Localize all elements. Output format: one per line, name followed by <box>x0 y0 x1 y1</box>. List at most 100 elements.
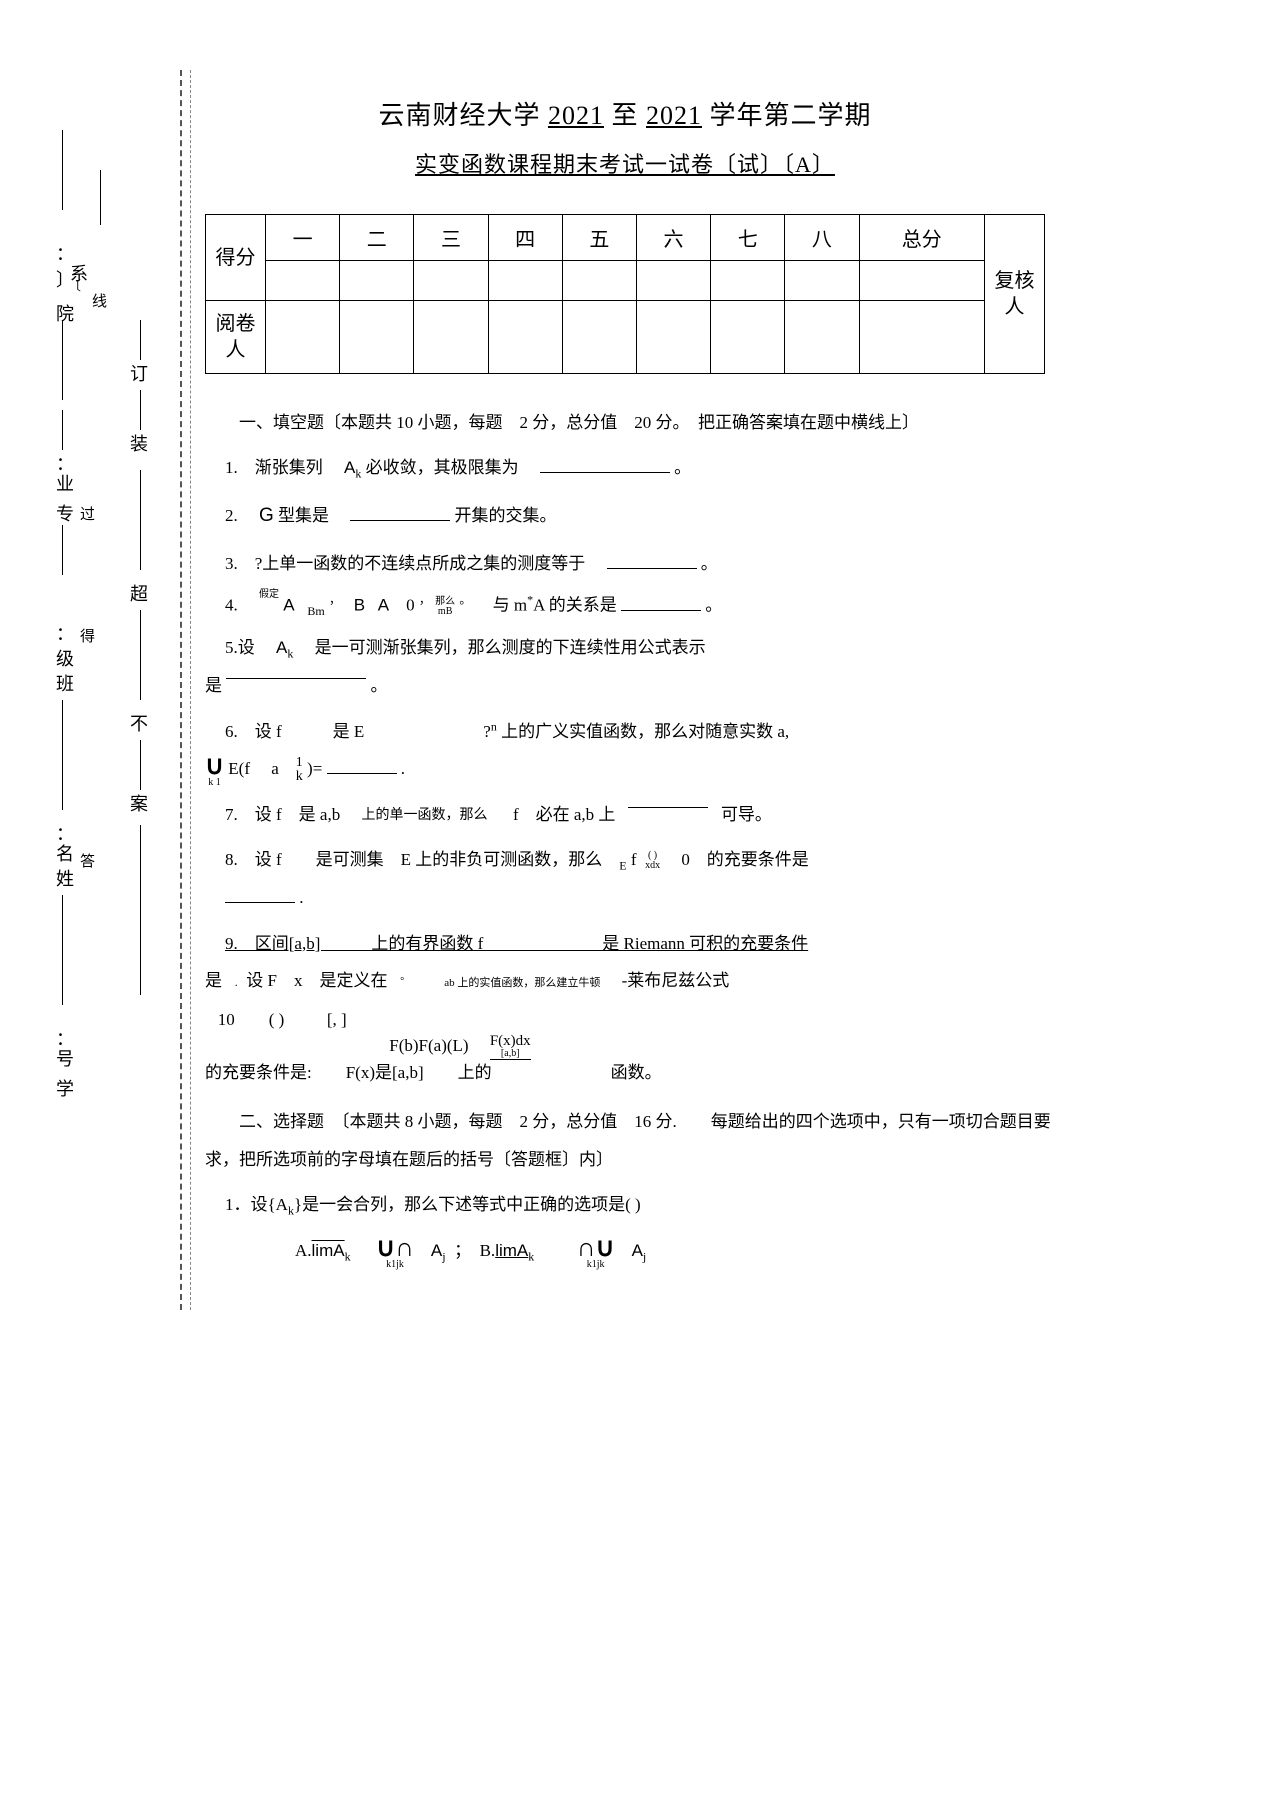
q1-text2: 必收敛，其极限集为 <box>366 458 536 477</box>
q9-dot2: 。 <box>400 971 410 982</box>
university: 云南财经大学 <box>378 101 540 130</box>
q4-A: A <box>283 596 294 615</box>
q6-1: 1 <box>296 756 303 770</box>
frac: 1 k <box>296 756 303 784</box>
q8-xdx: xdx <box>645 861 660 871</box>
table-row: 阅卷人 <box>206 301 1045 374</box>
vline <box>62 320 63 400</box>
side-label: 不 <box>130 710 148 736</box>
vline <box>62 700 63 810</box>
q10-text: 的充要条件是: F(x)是[a,b] 上的 函数。 <box>205 1063 662 1082</box>
vline <box>62 525 63 575</box>
blank <box>540 453 670 473</box>
intersect-union-icon: ∪∩ <box>376 1232 414 1262</box>
blank <box>628 788 708 808</box>
q4-Bm: Bm <box>307 604 324 618</box>
qB1-text: 1．设{A <box>225 1195 288 1214</box>
vline <box>140 610 141 700</box>
q6: 6. 设 f 是 E ?n 上的广义实值函数，那么对随意实数 a, ∪ k 1 … <box>205 713 1065 788</box>
q9-text3: -莱布尼兹公式 <box>622 971 730 990</box>
q1-text: 1. 渐张集列 <box>225 458 340 477</box>
col-head: 七 <box>711 215 785 261</box>
q9-dot: . <box>235 975 238 989</box>
q2: 2. G 型集是 开集的交集。 <box>225 495 1065 537</box>
q8-end: . <box>299 888 303 907</box>
q3-end: 。 <box>701 554 718 573</box>
col-head: 六 <box>636 215 710 261</box>
content-body: 一、填空题〔本题共 10 小题，每题 2 分，总分值 20 分。 把正确答案填在… <box>175 404 1075 1270</box>
q6-end: . <box>401 759 405 778</box>
q9-text: 9. 区间[a,b] 上的有界函数 f 是 Riemann 可积的充要条件 <box>225 934 808 953</box>
q4-comma: ， <box>329 593 341 607</box>
q7-stack: 上的单一函数，那么 <box>361 809 487 823</box>
q10-num: 10 <box>218 1010 235 1029</box>
q10-int: F(x)dx [a,b] <box>490 1034 531 1060</box>
optB-lim: limA <box>495 1241 528 1260</box>
q1: 1. 渐张集列 Ak 必收敛，其极限集为 。 <box>225 449 1065 487</box>
semester: 学年第二学期 <box>710 101 872 130</box>
sectionB-head: 二、选择题 〔本题共 8 小题，每题 2 分，总分值 16 分. 每题给出的四个… <box>205 1103 1065 1178</box>
side-text: 〔 <box>68 275 81 294</box>
title-main: 云南财经大学 2021 至 2021 学年第二学期 <box>175 95 1075 132</box>
q7-text2: f 必在 a,b 上 <box>513 805 615 824</box>
optA-j: j <box>442 1249 445 1263</box>
title-sub: 实变函数课程期末考试一试卷〔试〕〔A〕 <box>175 147 1075 179</box>
col-head: 五 <box>562 215 636 261</box>
q10-FbFa: F(b)F(a)(L) <box>389 1036 468 1055</box>
side-label: 号 <box>56 1045 74 1071</box>
q7-text: 7. 设 f 是 a,b <box>225 805 340 824</box>
optA-label: A. <box>295 1241 312 1260</box>
side-label: 院 <box>56 300 74 326</box>
q6-text2: 上的广义实值函数，那么对随意实数 a, <box>501 722 789 741</box>
optB-A: A <box>632 1241 643 1260</box>
col-head: 八 <box>785 215 859 261</box>
side-label: 得 <box>80 625 95 646</box>
vline <box>100 170 101 225</box>
year2: 2021 <box>646 101 702 130</box>
side-label: 名 <box>56 840 74 866</box>
op-ui: ∪∩ k1jk <box>376 1234 414 1270</box>
q6-a: a <box>271 759 279 778</box>
q1-k: k <box>355 467 361 481</box>
q8-text2: 0 的充要条件是 <box>681 850 809 869</box>
q4: 4. 假定 A Bm ， B A 0 ， 那么mB 。 与 m*A 的关系是 。 <box>225 590 1065 621</box>
intersect-union-icon: ∩∪ <box>577 1232 615 1262</box>
q2-text3: 开集的交集。 <box>455 506 557 525</box>
q5-text2: 是一可测渐张集列，那么测度的下连续性用公式表示 <box>298 638 706 657</box>
sectionA-head: 一、填空题〔本题共 10 小题，每题 2 分，总分值 20 分。 把正确答案填在… <box>205 404 1065 441</box>
qB1: 1．设{Ak}是一会合列，那么下述等式中正确的选项是( ) <box>225 1186 1065 1224</box>
q4-dot: 。 <box>459 593 471 607</box>
qB1-text2: }是一会合列，那么下述等式中正确的选项是( ) <box>294 1195 641 1214</box>
q4-text: 4. <box>225 596 255 615</box>
side-text: ： <box>56 450 74 476</box>
row-score-label: 得分 <box>206 215 266 301</box>
q9-text2: 设 F x 是定义在 <box>246 971 387 990</box>
vline <box>140 470 141 570</box>
year1: 2021 <box>548 101 604 130</box>
side-label: 装 <box>130 430 148 456</box>
side-label: 专 <box>56 500 74 526</box>
optA-k1: k <box>345 1249 351 1263</box>
row-marker-label: 阅卷人 <box>206 301 266 374</box>
optA-A: A <box>431 1241 442 1260</box>
q5: 5.设 Ak 是一可测渐张集列，那么测度的下连续性用公式表示 是 。 <box>205 629 1065 704</box>
side-label: 学 <box>56 1075 74 1101</box>
col-head: 四 <box>488 215 562 261</box>
q5-text: 5.设 <box>225 638 272 657</box>
q4-end: 。 <box>705 596 722 615</box>
q10-ab: [a,b] <box>490 1049 531 1059</box>
q10-paren: ( ) <box>269 1010 285 1029</box>
q2-G: G <box>259 505 274 526</box>
q4-comma2: ， <box>419 593 431 607</box>
q8-text: 8. 设 f 是可测集 E 上的非负可测函数，那么 <box>225 850 602 869</box>
q4-stack: 假定 <box>259 590 279 600</box>
q5-shi: 是 <box>205 676 222 695</box>
q1-A: A <box>344 458 355 477</box>
vline <box>62 895 63 1005</box>
vline <box>62 410 63 450</box>
vline <box>140 740 141 790</box>
table-row <box>206 261 1045 301</box>
blank <box>621 590 701 610</box>
q8-stack: ( )xdx <box>645 851 660 871</box>
side-label: 过 <box>80 503 95 524</box>
